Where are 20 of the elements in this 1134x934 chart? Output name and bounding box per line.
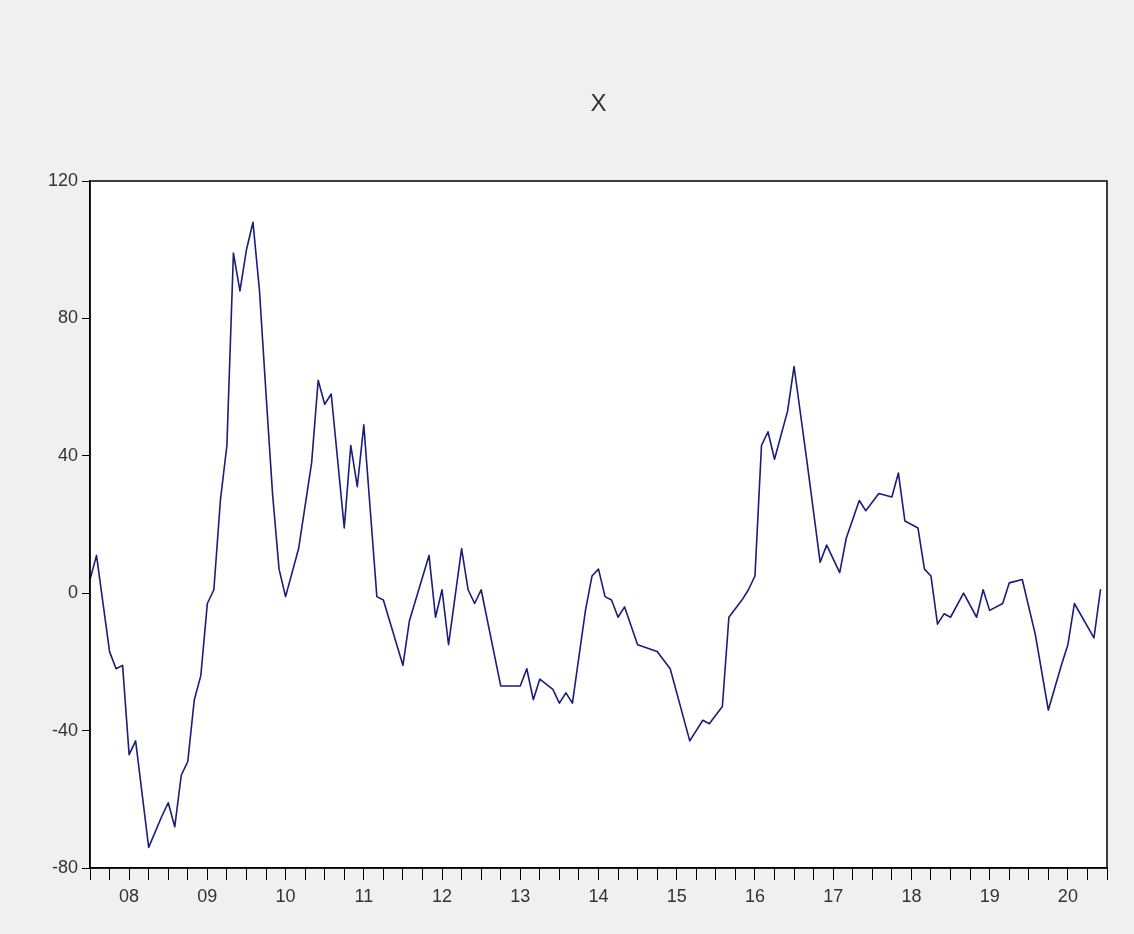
y-tick-label: -80 [51, 856, 78, 877]
x-tick-label: 18 [901, 885, 922, 906]
x-tick-label: 13 [510, 885, 531, 906]
x-tick-label: 10 [275, 885, 296, 906]
x-tick-label: 16 [744, 885, 765, 906]
chart-title: X [590, 88, 607, 116]
x-tick-label: 20 [1057, 885, 1078, 906]
x-tick-label: 15 [666, 885, 687, 906]
y-tick-label: 120 [47, 169, 78, 190]
y-tick-label: -40 [51, 719, 78, 740]
x-tick-label: 17 [823, 885, 844, 906]
x-tick-label: 12 [432, 885, 453, 906]
y-tick-label: 80 [57, 307, 78, 328]
x-tick-label: 11 [354, 885, 374, 906]
y-tick-label: 40 [57, 444, 78, 465]
x-tick-label: 19 [979, 885, 1000, 906]
x-tick-label: 08 [119, 885, 140, 906]
x-tick-label: 14 [588, 885, 609, 906]
y-tick-label: 0 [67, 582, 78, 603]
x-tick-label: 09 [197, 885, 218, 906]
